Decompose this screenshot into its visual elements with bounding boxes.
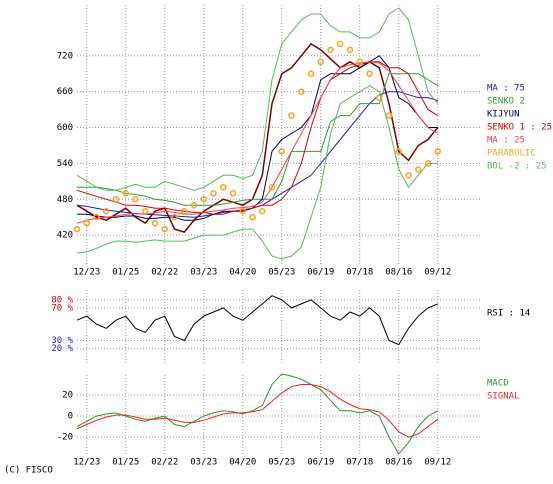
x-tick-label: 08/16 <box>385 458 412 468</box>
x-tick-label: 01/25 <box>112 268 139 278</box>
parabolic-dot <box>415 166 422 173</box>
series-line <box>77 73 439 206</box>
parabolic-dot <box>83 219 90 227</box>
legend-entry: BOL -2 : 25 <box>487 162 547 172</box>
parabolic-dot <box>385 112 393 119</box>
x-tick-label: 09/12 <box>424 268 451 278</box>
series-line <box>76 295 438 346</box>
parabolic-dot <box>259 207 266 215</box>
parabolic-dot <box>122 190 129 197</box>
y-tick-label: 600 <box>57 123 73 133</box>
series-line <box>76 7 439 191</box>
y-tick-label: 30 % <box>51 336 73 346</box>
x-tick-label: 05/23 <box>268 458 295 468</box>
series-line <box>76 42 439 233</box>
x-tick-label: 03/23 <box>190 268 217 278</box>
x-tick-label: 05/23 <box>268 268 295 278</box>
x-tick-label: 02/22 <box>151 268 178 278</box>
parabolic-dot <box>405 172 412 179</box>
x-tick-label: 01/25 <box>112 458 139 468</box>
legend-entry: SENKO 2 <box>487 97 525 107</box>
parabolic-dot <box>73 225 81 233</box>
x-tick-label: 06/19 <box>307 268 334 278</box>
y-tick-label: 420 <box>57 231 73 241</box>
x-tick-label: 03/23 <box>190 458 217 468</box>
parabolic-dot <box>434 148 441 155</box>
legend-entry: MACD <box>487 379 509 389</box>
series-line <box>76 61 439 215</box>
y-tick-label: 20 <box>62 391 73 401</box>
legend-entry: MA : 25 <box>487 136 525 146</box>
x-tick-label: 04/20 <box>229 268 256 278</box>
parabolic-dot <box>181 207 188 215</box>
parabolic-dot <box>200 196 207 203</box>
x-tick-label: 08/16 <box>385 268 412 278</box>
x-tick-label: 12/23 <box>73 268 100 278</box>
parabolic-dot <box>307 70 315 77</box>
x-tick-label: 09/12 <box>424 458 451 468</box>
y-tick-label: 480 <box>57 195 73 205</box>
y-tick-label: 720 <box>57 51 73 61</box>
y-tick-label: 540 <box>57 159 73 169</box>
legend-entry: RSI : 14 <box>487 309 530 319</box>
copyright: (C) FISCO <box>4 466 53 476</box>
parabolic-dot <box>249 213 256 221</box>
parabolic-dot <box>171 213 178 221</box>
parabolic-dot <box>395 148 402 155</box>
parabolic-dot <box>190 201 198 209</box>
series-line <box>76 61 439 224</box>
parabolic-dot <box>151 219 159 227</box>
parabolic-dot <box>317 58 324 66</box>
parabolic-dot <box>229 190 237 197</box>
parabolic-dot <box>337 40 344 48</box>
parabolic-dot <box>103 207 110 215</box>
parabolic-dot <box>366 70 373 77</box>
series-line <box>76 373 439 455</box>
parabolic-dot <box>298 88 305 95</box>
parabolic-dot <box>161 225 168 233</box>
y-tick-label: 80 % <box>51 295 73 305</box>
series-line <box>77 55 438 221</box>
series-line <box>76 384 439 438</box>
parabolic-dot <box>142 207 149 215</box>
y-tick-label: 70 % <box>51 303 73 313</box>
x-tick-label: 07/18 <box>346 268 373 278</box>
parabolic-dot <box>288 112 295 119</box>
parabolic-dot <box>356 58 363 66</box>
x-tick-label: 02/22 <box>151 458 178 468</box>
parabolic-dot <box>239 207 246 215</box>
y-tick-label: -20 <box>57 433 73 443</box>
x-tick-label: 12/23 <box>73 458 100 468</box>
legend-entry: SENKO 1 : 25 <box>487 123 552 133</box>
x-tick-label: 04/20 <box>229 458 256 468</box>
legend-entry: KIJYUN <box>487 110 520 120</box>
parabolic-dot <box>327 46 334 54</box>
legend-entry: SIGNAL <box>487 392 520 402</box>
y-tick-label: 0 <box>68 412 73 422</box>
parabolic-dot <box>132 196 139 203</box>
parabolic-dot <box>220 184 227 191</box>
y-tick-label: 20 % <box>51 344 73 354</box>
legend-entry: PARABOLIC <box>487 149 536 159</box>
parabolic-dot <box>210 190 217 197</box>
parabolic-dot <box>112 196 120 203</box>
legend-entry: MA : 75 <box>487 84 525 94</box>
parabolic-dot <box>346 46 354 54</box>
x-tick-label: 07/18 <box>346 458 373 468</box>
parabolic-dot <box>278 148 285 155</box>
y-tick-label: 660 <box>57 87 73 97</box>
parabolic-dot <box>376 94 383 101</box>
series-line <box>76 91 438 218</box>
parabolic-dot <box>93 213 100 221</box>
parabolic-dot <box>268 184 276 191</box>
x-tick-label: 06/19 <box>307 458 334 468</box>
series-line <box>76 85 438 260</box>
